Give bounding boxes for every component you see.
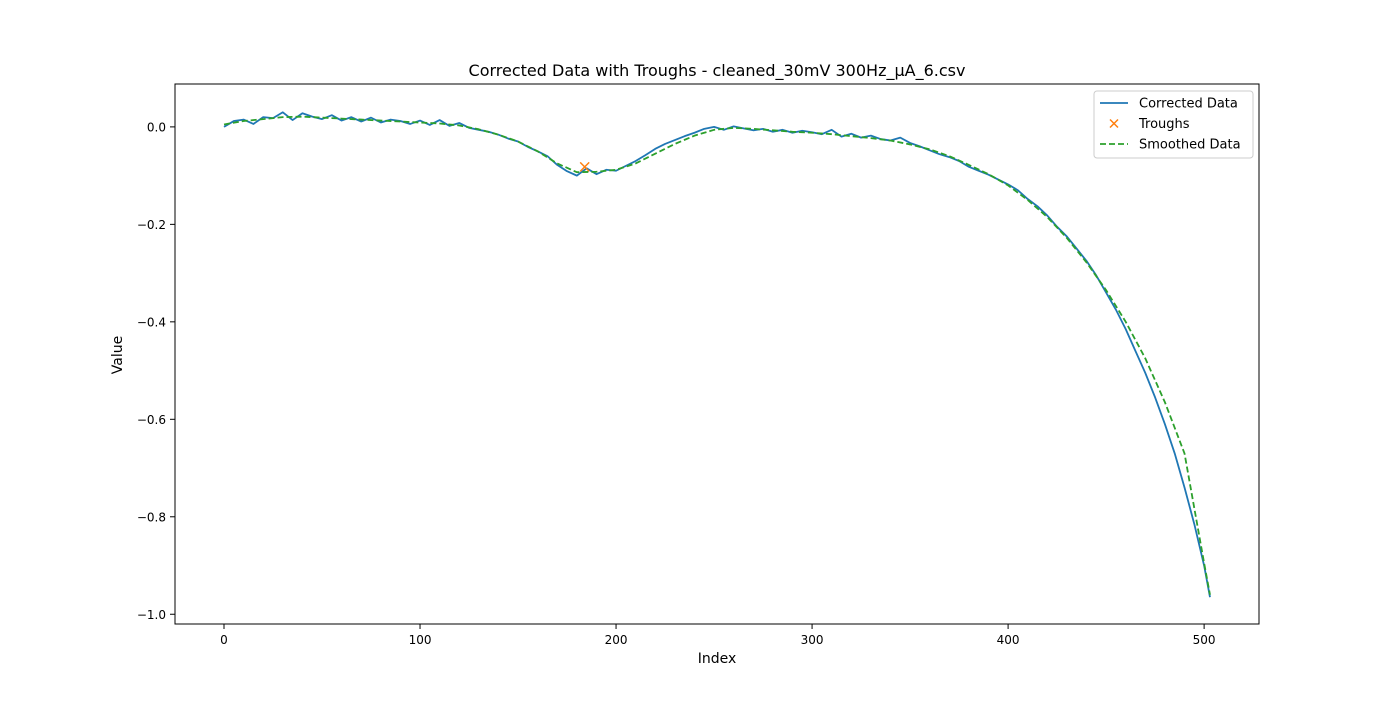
trough-marker	[579, 161, 590, 172]
y-tick-label: −0.2	[137, 218, 166, 232]
legend: Corrected Data Troughs Smoothed Data	[1093, 90, 1254, 159]
x-axis-label: Index	[698, 651, 737, 667]
x-tick-label: 0	[220, 633, 228, 647]
x-tick-label: 200	[605, 633, 628, 647]
legend-item: Corrected Data	[1100, 97, 1238, 112]
legend-item: Smoothed Data	[1100, 138, 1241, 153]
y-tick-label: −1.0	[137, 608, 166, 622]
legend-label: Smoothed Data	[1139, 138, 1241, 153]
legend-label: Troughs	[1138, 117, 1190, 132]
chart-title: Corrected Data with Troughs - cleaned_30…	[469, 61, 966, 81]
plot-area	[223, 111, 1211, 598]
y-tick-label: 0.0	[147, 120, 166, 134]
trough-marker-stroke	[579, 161, 590, 172]
y-tick-label: −0.6	[137, 413, 166, 427]
legend-box	[1093, 90, 1254, 159]
legend-label: Corrected Data	[1139, 97, 1238, 112]
x-tick-label: 100	[409, 633, 432, 647]
axes: 0 100 200 300 400 500 0.0 −0.2 −0.4 −0.6 −0.8 −1.0	[137, 83, 1260, 647]
smoothed-data-line	[223, 115, 1211, 595]
legend-item: Troughs	[1109, 117, 1190, 132]
x-tick-label: 500	[1193, 633, 1216, 647]
x-tick-label: 300	[801, 633, 824, 647]
y-tick-label: −0.4	[137, 315, 166, 329]
legend-swatch-troughs	[1109, 118, 1119, 129]
y-tick-label: −0.8	[137, 510, 166, 524]
y-axis-label: Value	[110, 336, 126, 374]
axes-frame	[174, 83, 1260, 625]
x-tick-label: 400	[997, 633, 1020, 647]
